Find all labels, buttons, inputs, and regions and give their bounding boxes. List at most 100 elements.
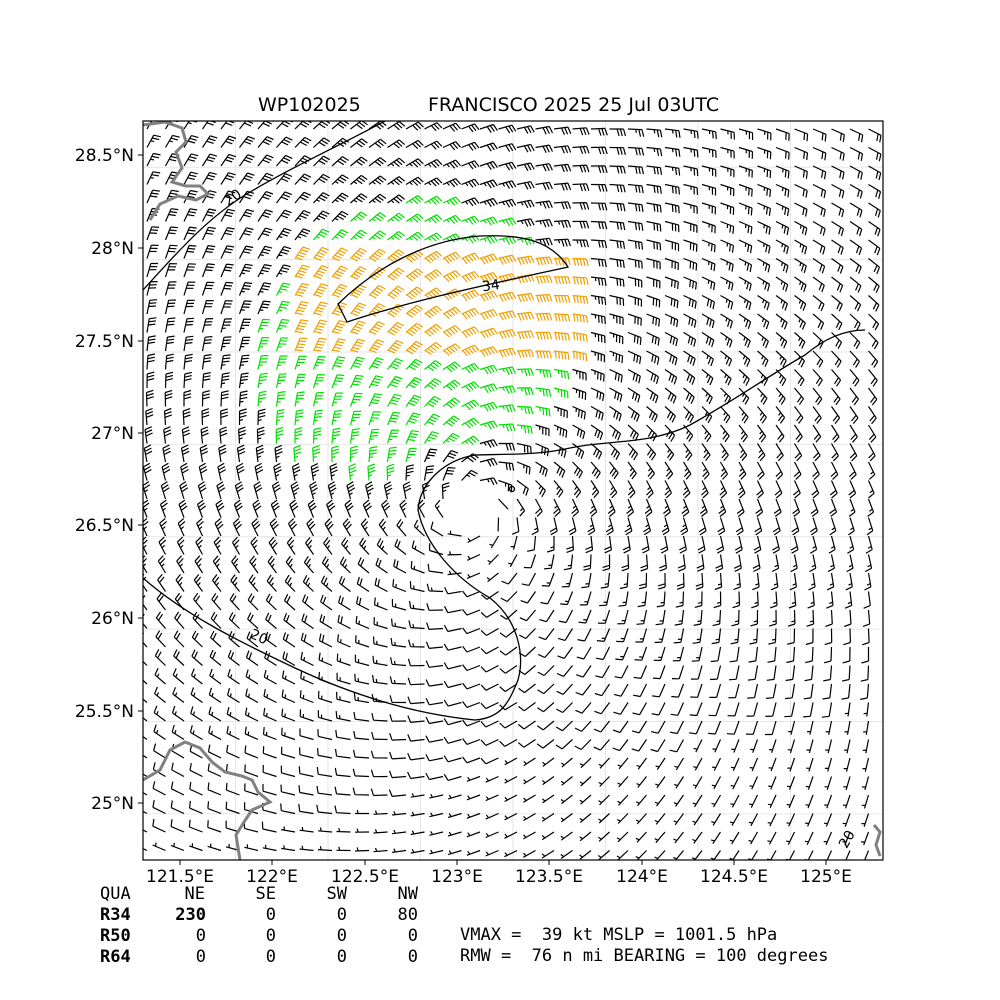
wind-barb: [645, 480, 654, 499]
wind-barb: [541, 849, 555, 859]
wind-barb: [616, 850, 629, 860]
wind-barb: [861, 831, 870, 846]
wind-barb: [805, 794, 814, 809]
wind-barb: [831, 202, 845, 218]
lon-tick-label: 125°E: [800, 867, 852, 887]
wind-barb: [387, 176, 405, 186]
wind-barb: [368, 357, 384, 370]
wind-barb: [372, 674, 388, 685]
wind-barb: [757, 276, 771, 292]
wind-barb: [146, 226, 160, 241]
wind-barb: [208, 725, 222, 741]
wind-barb: [230, 574, 240, 592]
wind-barb: [720, 146, 735, 159]
contour-label-34: 34: [481, 277, 501, 295]
wind-barb: [860, 665, 870, 682]
wind-barb: [368, 248, 386, 263]
wind-barb: [349, 392, 363, 407]
wind-barb: [424, 232, 443, 242]
wind-barb: [609, 294, 625, 306]
wind-barb: [793, 461, 802, 480]
wind-barb: [774, 480, 783, 499]
wind-barb: [411, 540, 425, 556]
wind-barb: [190, 687, 203, 703]
wind-barb: [575, 702, 592, 714]
wind-barb: [461, 469, 478, 481]
wind-barb: [613, 702, 629, 715]
wind-barb: [785, 665, 796, 682]
wind-barb: [285, 555, 296, 574]
wind-barb: [368, 230, 387, 241]
wind-barb: [635, 813, 647, 825]
wind-barb: [674, 757, 685, 771]
wind-barb: [220, 281, 234, 296]
wind-barb: [262, 746, 277, 759]
wind-barb: [516, 181, 535, 190]
wind-barb: [220, 153, 236, 167]
wind-barb: [862, 757, 870, 772]
wind-barb: [201, 300, 214, 315]
wind-barb: [339, 556, 351, 574]
wind-barb: [479, 235, 498, 244]
wind-barb: [352, 787, 370, 796]
wind-barb: [461, 381, 480, 392]
wind-barb: [673, 831, 684, 844]
wind-barb: [689, 702, 703, 717]
wind-barb: [809, 554, 817, 573]
latitude-axis: 28.5°N 28°N 27.5°N 27°N 26.5°N 26°N 25.5…: [75, 146, 143, 814]
wind-barb: [348, 463, 357, 481]
wind-barb: [220, 121, 235, 130]
wind-barb: [791, 517, 800, 536]
wind-barb: [498, 124, 517, 134]
wind-barb: [294, 319, 309, 334]
wind-barb: [538, 628, 555, 641]
wind-barb: [172, 668, 185, 685]
wind-barb: [294, 209, 311, 222]
wind-barb: [201, 354, 212, 370]
wind-barb: [424, 195, 443, 205]
wind-barb: [387, 375, 403, 389]
wind-barb: [283, 612, 296, 629]
lat-tick-label: 25°N: [91, 794, 134, 814]
wind-barb: [699, 498, 708, 517]
wind-barb: [479, 327, 498, 339]
wind-barb: [479, 439, 498, 448]
wind-barb: [664, 331, 678, 347]
wind-barb: [516, 442, 532, 454]
wind-barb: [220, 172, 236, 185]
wind-barb: [265, 612, 277, 629]
wind-barb: [479, 457, 498, 467]
wind-barb: [498, 404, 516, 413]
wind-barb: [391, 618, 407, 630]
wind-barb: [553, 201, 572, 210]
wind-barb: [843, 609, 852, 628]
wind-barb: [215, 499, 225, 518]
wind-barb: [537, 665, 555, 677]
wind-barb: [794, 424, 803, 443]
wind-barb: [775, 332, 788, 349]
wind-barb: [860, 683, 870, 700]
wind-barb: [535, 350, 552, 359]
wind-barb: [769, 609, 777, 627]
wind-barb: [421, 481, 430, 500]
wind-barb: [720, 220, 735, 234]
wind-barb: [609, 313, 624, 325]
wind-barb: [387, 121, 406, 131]
wind-barb: [794, 220, 808, 236]
wind-barb: [804, 665, 814, 682]
wind-barb: [692, 628, 703, 644]
wind-barb: [424, 395, 441, 408]
wind-barb: [294, 228, 311, 241]
wind-barb: [423, 431, 440, 444]
table-header-qua: QUA: [100, 884, 131, 904]
wind-barb: [572, 350, 588, 362]
wind-barb: [233, 499, 243, 518]
wind-barb: [844, 702, 851, 717]
wind-barb: [572, 257, 589, 267]
wind-barb: [627, 461, 637, 480]
wind-barb: [803, 702, 814, 718]
wind-barb: [313, 210, 330, 222]
wind-barb: [844, 591, 853, 609]
wind-barb: [730, 794, 740, 808]
wind-barb: [424, 250, 443, 264]
